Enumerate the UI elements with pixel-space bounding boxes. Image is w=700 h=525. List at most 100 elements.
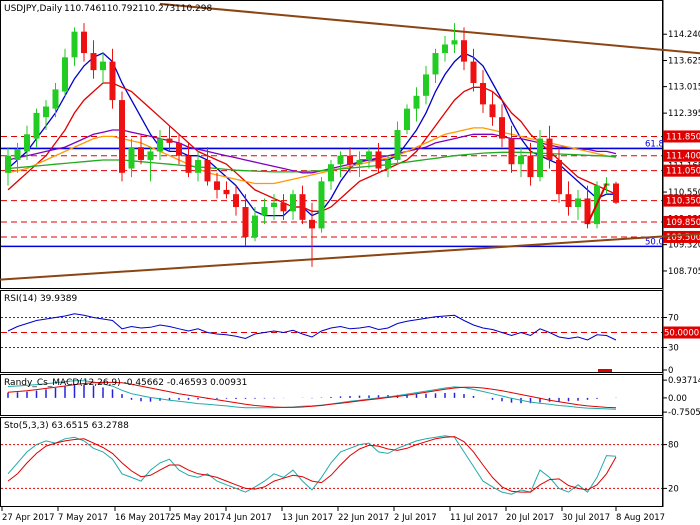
level-price-label: 111.050	[666, 167, 700, 177]
price-tick-label: 114.240	[668, 30, 700, 40]
candle-body	[14, 149, 21, 160]
ma5-line	[7, 52, 616, 217]
candle-body	[185, 155, 192, 173]
candle-body	[556, 159, 562, 195]
rsi-panel-frame	[0, 290, 663, 373]
candle-body	[366, 151, 372, 160]
candle-body	[451, 40, 458, 45]
level-price-badge	[663, 149, 700, 162]
candle-body	[518, 155, 524, 165]
candle-body	[613, 183, 619, 203]
candle-body	[204, 159, 211, 182]
candle-body	[413, 95, 420, 109]
upper-trend-line	[159, 2, 700, 55]
candle-body	[575, 198, 581, 208]
stochastic-title: Sto(5,3,3) 63.6515 63.2788	[4, 421, 129, 431]
candle-body	[128, 147, 135, 169]
candle-body	[290, 194, 296, 212]
candle-body	[423, 74, 429, 96]
candle-body	[252, 215, 258, 237]
candle-body	[584, 198, 591, 225]
rsi-level-badge	[663, 326, 700, 339]
rsi-indicator: 70 50.0000 30 0	[1, 313, 700, 376]
ohlc-value: 110.298	[175, 4, 212, 14]
horizontal-levels: 111.850 111.400 111.050 110.350 109.850 109.5…	[1, 130, 700, 247]
rsi-tick-label: 0	[668, 366, 673, 376]
time-tick-label: 11 Jul 2017	[450, 513, 498, 523]
candle-body	[565, 194, 572, 208]
candle-body	[432, 53, 439, 75]
moving-averages	[7, 52, 617, 217]
price-tick-label: 113.015	[668, 83, 700, 93]
ohlc-readout: 110.746 110.792 110.273 110.298	[64, 4, 212, 14]
candle-body	[347, 155, 353, 165]
time-tick-label: 22 Jun 2017	[338, 513, 389, 523]
price-tick-label: 108.705	[668, 267, 700, 277]
macd-title: Randy_Cs_MACD(12,26,9) -0.45662 -0.46593…	[4, 378, 247, 388]
trend-lines	[0, 2, 700, 281]
candle-body	[480, 82, 486, 105]
rsi-line	[7, 313, 617, 341]
stochastic-tick-label: 80	[668, 441, 679, 451]
candle-body	[62, 57, 68, 92]
lower-trend-line	[0, 233, 700, 281]
fibonacci-level-label: 50.0	[645, 237, 664, 247]
candle-body	[537, 138, 543, 178]
time-tick-label: 27 Apr 2017	[2, 513, 55, 523]
macd-tick-label: -0.75056	[668, 408, 700, 418]
candle-body	[119, 100, 125, 173]
candle-body	[52, 89, 59, 109]
candle-body	[328, 164, 334, 182]
candle-body	[223, 189, 230, 195]
candle-body	[90, 53, 97, 71]
drawn-annotation-line	[586, 183, 608, 225]
candle-body	[81, 31, 87, 54]
fibonacci-level-label: 61.8	[645, 139, 664, 149]
candle-body	[166, 138, 173, 143]
ohlc-value: 110.273	[138, 4, 175, 14]
candle-body	[176, 142, 182, 156]
ohlc-value: 110.792	[101, 4, 138, 14]
macd-indicator: 0.93714 0.00 -0.75056	[7, 376, 700, 418]
candle-body	[375, 151, 382, 169]
candle-body	[33, 112, 40, 139]
ohlc-value: 110.746	[64, 4, 101, 14]
candle-body	[147, 151, 154, 160]
price-tick-label: 112.395	[668, 109, 700, 119]
candle-body	[214, 181, 220, 190]
stochastic-signal-line	[7, 436, 617, 493]
candle-body	[442, 44, 448, 54]
macd-tick-label: 0.93714	[668, 376, 700, 386]
candlesticks[interactable]	[5, 23, 619, 267]
candle-body	[5, 155, 11, 173]
candle-body	[280, 202, 287, 212]
candle-body	[195, 159, 201, 173]
level-price-label: 110.350	[666, 197, 700, 207]
time-tick-label: 13 Jun 2017	[282, 513, 333, 523]
time-tick-label: 20 Jul 2017	[506, 513, 554, 523]
candle-body	[109, 61, 116, 101]
candle-body	[394, 130, 401, 160]
price-annotations	[586, 183, 608, 225]
candle-body	[461, 40, 467, 62]
time-tick-label: 8 Aug 2017	[616, 513, 665, 523]
candle-body	[385, 159, 391, 169]
price-tick-label: 110.550	[668, 188, 700, 198]
chart-title: USDJPY,Daily	[4, 4, 63, 14]
time-axis: 27 Apr 2017 7 May 2017 16 May 2017 25 May 2…	[1, 507, 665, 523]
candle-body	[43, 106, 49, 118]
time-tick-label: 30 Jul 2017	[562, 513, 610, 523]
price-tick-label: 113.625	[668, 57, 700, 67]
level-price-badge	[663, 164, 700, 177]
candle-body	[242, 207, 249, 237]
candle-body	[356, 159, 363, 165]
price-panel-frame	[0, 0, 663, 289]
time-tick-label: 7 May 2017	[58, 513, 108, 523]
rsi-title: RSI(14) 39.9389	[4, 294, 77, 304]
ma200-line	[7, 151, 617, 173]
candle-body	[309, 219, 315, 229]
rsi-tick-label: 50.0000	[664, 329, 699, 339]
candle-body	[527, 155, 534, 178]
macd-macd-line	[7, 381, 617, 409]
